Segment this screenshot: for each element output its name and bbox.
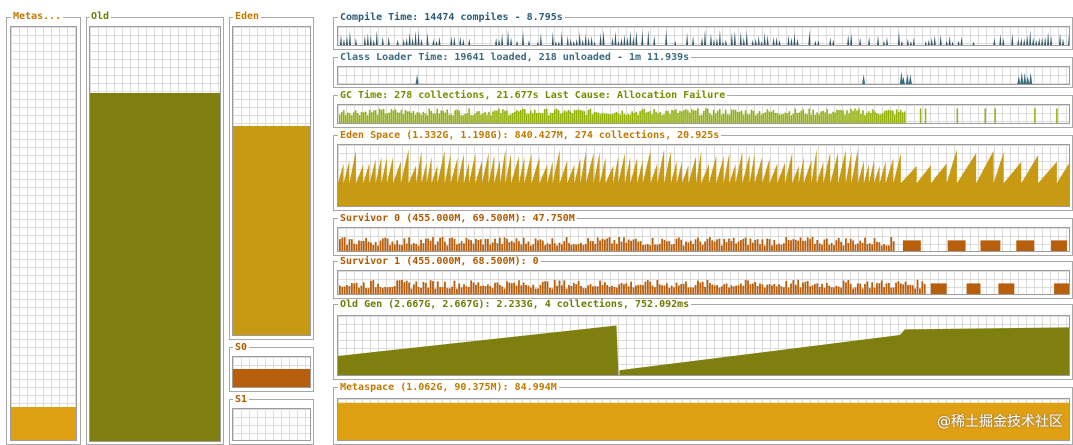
compile-time-spikes: [339, 29, 1069, 45]
eden-bar-title: Eden: [233, 11, 262, 23]
s1-bar-title: S1: [233, 394, 250, 406]
survivor1-panel: Survivor 1 (455.000M, 68.500M): 0: [333, 256, 1073, 299]
old-bar-title: Old: [89, 11, 112, 23]
survivor1-title: Survivor 1 (455.000M, 68.500M): 0: [338, 256, 541, 268]
old-gen-title: Old Gen (2.667G, 2.667G): 2.233G, 4 coll…: [338, 299, 692, 311]
old-bar-grid: [89, 26, 221, 442]
eden-bar-panel: Eden: [229, 11, 314, 340]
s0-bar-title: S0: [233, 342, 250, 354]
survivor1-graph: [337, 270, 1070, 295]
eden-space-graph: [337, 144, 1070, 207]
classloader-panel: Class Loader Time: 19641 loaded, 218 unl…: [333, 52, 1073, 88]
old-bar-panel: Old: [86, 11, 224, 445]
survivor0-panel: Survivor 0 (455.000M, 69.500M): 47.750M: [333, 213, 1073, 256]
classloader-graph: [337, 66, 1070, 85]
metaspace-panel: Metaspace (1.062G, 90.375M): 84.994M: [333, 382, 1073, 445]
survivor0-title: Survivor 0 (455.000M, 69.500M): 47.750M: [338, 213, 577, 225]
metaspace-bar-panel: Metas...: [6, 11, 81, 445]
old-gen-graph: [337, 315, 1070, 376]
eden-bar-fill: [233, 125, 310, 335]
old-gen-panel: Old Gen (2.667G, 2.667G): 2.233G, 4 coll…: [333, 299, 1073, 380]
s1-bar-grid: [232, 408, 311, 441]
eden-bar-grid: [232, 26, 311, 336]
metaspace-area: [338, 402, 1069, 440]
metaspace-bar-title: Metas...: [11, 11, 64, 23]
s0-bar-grid: [232, 356, 311, 388]
eden-space-title: Eden Space (1.332G, 1.198G): 840.427M, 2…: [338, 130, 722, 142]
watermark: @稀土掘金技术社区: [937, 414, 1063, 430]
eden-space-sawtooth: [338, 148, 1069, 206]
survivor0-graph: [337, 227, 1070, 252]
gc-time-graph: [337, 104, 1070, 124]
old-bar-fill: [90, 93, 220, 441]
gc-time-title: GC Time: 278 collections, 21.677s Last C…: [338, 90, 728, 102]
s0-bar-panel: S0: [229, 342, 314, 392]
metaspace-bar-fill: [11, 406, 76, 440]
metaspace-bar-grid: [10, 26, 77, 441]
eden-space-panel: Eden Space (1.332G, 1.198G): 840.427M, 2…: [333, 130, 1073, 211]
s0-bar-fill: [233, 369, 310, 387]
compile-time-title: Compile Time: 14474 compiles - 8.795s: [338, 12, 565, 24]
classloader-title: Class Loader Time: 19641 loaded, 218 unl…: [338, 52, 692, 64]
s1-bar-panel: S1: [229, 394, 314, 445]
old-gen-area: [338, 325, 1069, 375]
classloader-spikes: [415, 71, 1033, 84]
survivor1-blocks: [338, 279, 1069, 294]
gc-time-panel: GC Time: 278 collections, 21.677s Last C…: [333, 90, 1073, 128]
gc-time-spikes: [338, 108, 1058, 123]
compile-time-panel: Compile Time: 14474 compiles - 8.795s: [333, 12, 1073, 50]
metaspace-graph: [337, 398, 1070, 441]
metaspace-title: Metaspace (1.062G, 90.375M): 84.994M: [338, 382, 559, 394]
compile-time-graph: [337, 26, 1070, 46]
survivor0-blocks: [338, 236, 1068, 251]
